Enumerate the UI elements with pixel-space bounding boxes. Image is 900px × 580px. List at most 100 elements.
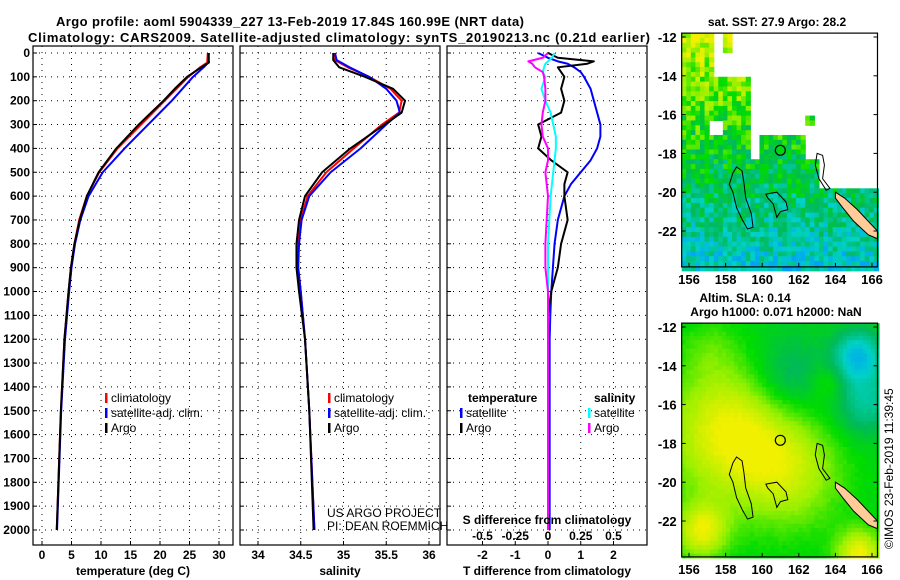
- sla-map-cell: [790, 335, 796, 341]
- sst-map-cell: [846, 256, 852, 262]
- sst-map-cell: [727, 159, 733, 165]
- sla-map-cell: [701, 323, 707, 328]
- sla-map-cell: [802, 327, 808, 333]
- sla-map-cell: [790, 340, 796, 346]
- salinity-series-argo: [295, 53, 407, 531]
- sla-map-cell: [818, 323, 824, 328]
- sst-map-cell: [800, 134, 806, 141]
- sla-map-cell: [798, 374, 804, 380]
- sla-map-cell: [798, 357, 804, 363]
- sla-map-cell: [806, 485, 812, 491]
- sla-map-cell: [778, 374, 783, 380]
- sla-map-cell: [870, 425, 876, 431]
- sla-map-cell: [738, 489, 743, 495]
- sst-map-cell: [850, 222, 857, 228]
- sla-map-cell: [854, 451, 860, 457]
- sla-map-cell: [681, 532, 687, 538]
- sst-map-cell: [873, 246, 880, 252]
- sla-map-cell: [814, 532, 820, 538]
- sla-map-cell: [786, 515, 791, 521]
- sla-map-cell: [738, 523, 743, 529]
- sla-map-cell: [830, 540, 836, 546]
- sla-map-cell: [701, 498, 707, 503]
- sst-map-cell: [727, 227, 733, 233]
- sst-map-cell: [837, 212, 843, 219]
- sla-map-cell: [810, 451, 816, 457]
- sla-map-cell: [774, 352, 779, 358]
- sst-map-cell: [791, 154, 797, 160]
- sla-map-cell: [734, 378, 739, 384]
- sst-map-cell: [718, 256, 724, 262]
- sla-map-cell: [850, 468, 856, 474]
- sla-map-cell: [713, 374, 719, 380]
- sst-map-cell: [768, 222, 774, 228]
- sst-map-cell: [773, 231, 779, 238]
- sst-map-cell: [727, 198, 733, 204]
- sla-map-cell: [822, 348, 828, 354]
- sla-map-cell: [697, 382, 703, 388]
- sst-map-cell: [873, 193, 880, 199]
- sst-map-cell: [686, 47, 692, 54]
- sla-map-cell: [798, 485, 804, 491]
- sla-map-cell: [782, 387, 787, 393]
- sla-map-cell: [685, 540, 691, 546]
- sla-map-cell: [729, 451, 735, 457]
- sst-map-cell: [846, 251, 852, 257]
- sst-map-cell: [732, 217, 738, 223]
- sst-map-cell: [690, 57, 697, 63]
- sst-map-cell: [855, 256, 861, 262]
- sla-map-cell: [770, 489, 775, 495]
- sla-map-cell: [721, 352, 727, 358]
- sst-map-cell: [745, 193, 751, 199]
- sla-map-cell: [746, 510, 751, 516]
- sla-map-cell: [685, 352, 691, 358]
- sla-map-cell: [862, 331, 868, 337]
- sla-map-cell: [822, 510, 828, 516]
- sla-map-cell: [802, 425, 808, 431]
- sst-map-cell: [690, 134, 697, 141]
- sla-map-cell: [818, 532, 824, 538]
- sst-map-cell: [800, 144, 806, 151]
- sst-map-cell: [750, 178, 756, 185]
- sla-map-cell: [810, 463, 816, 469]
- sla-map-cell: [750, 408, 755, 414]
- sla-map-cell: [701, 489, 707, 495]
- sla-map-cell: [721, 361, 727, 367]
- sst-map-cell: [709, 76, 715, 83]
- sla-map-cell: [705, 489, 711, 495]
- sla-map-cell: [802, 451, 808, 457]
- sla-map-cell: [774, 391, 779, 397]
- sst-map-cell: [695, 241, 701, 248]
- sla-map-cell: [838, 545, 844, 550]
- sst-map-cell: [686, 76, 692, 83]
- sst-map-cell: [750, 207, 756, 214]
- sla-map-cell: [778, 489, 783, 495]
- sla-map-cell: [717, 421, 723, 427]
- sla-map-cell: [826, 391, 832, 397]
- sla-map-cell: [802, 378, 808, 384]
- sst-map-lat-tick-label: -20: [658, 185, 677, 200]
- sla-map-cell: [854, 519, 860, 525]
- sla-map-cell: [738, 438, 743, 444]
- sst-map-cell: [764, 173, 770, 180]
- depth-tick-label: 800: [10, 237, 30, 251]
- sst-map-cell: [782, 168, 788, 175]
- sla-map-cell: [750, 335, 755, 341]
- sst-map-cell: [695, 265, 701, 272]
- sst-map-cell: [814, 202, 820, 209]
- sla-map-cell: [858, 404, 864, 410]
- sla-map-cell: [834, 425, 840, 431]
- sla-map-cell: [693, 395, 699, 401]
- sla-map-cell: [738, 382, 743, 388]
- sst-map-cell: [745, 76, 751, 83]
- sst-map-cell: [741, 256, 747, 262]
- sst-map-cell: [686, 188, 692, 194]
- sla-map-cell: [762, 536, 767, 542]
- sst-map-cell: [718, 139, 724, 146]
- sla-map-cell: [818, 523, 824, 529]
- sla-map-cell: [790, 493, 796, 499]
- temperature-panel-x-tick-label: 30: [212, 548, 226, 562]
- sla-map-lat-tick-label: -18: [658, 436, 677, 451]
- sla-map-cell: [862, 463, 868, 469]
- sla-map-cell: [738, 365, 743, 371]
